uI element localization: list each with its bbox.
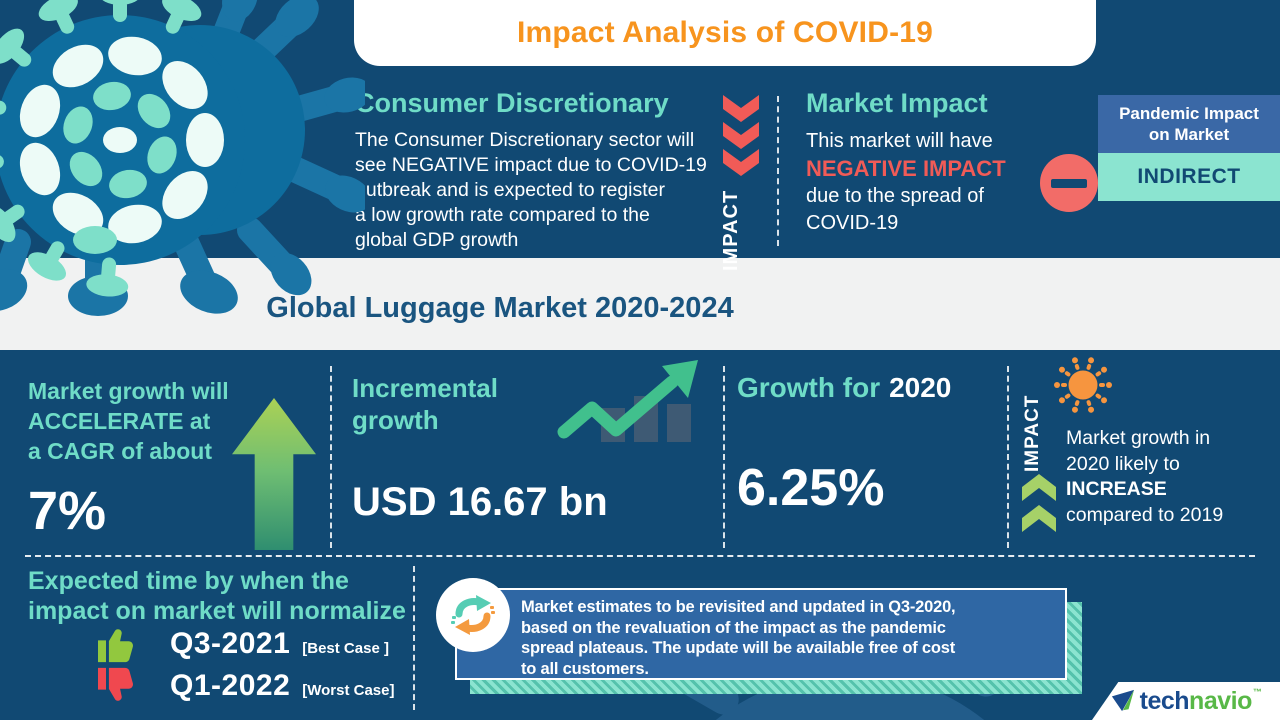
normalize-heading-line: Expected time by when the	[28, 567, 349, 595]
consumer-discretionary-section: Consumer Discretionary The Consumer Disc…	[355, 88, 725, 253]
divider-dashed	[777, 96, 779, 246]
note-line: Market estimates to be revisited and upd…	[521, 598, 956, 616]
virus-orange-icon	[1054, 357, 1112, 413]
negative-impact-text: NEGATIVE IMPACT	[806, 156, 1006, 181]
page-title: Global Luggage Market 2020-2024	[266, 292, 734, 324]
consumer-body-line: a low growth rate compared to the	[355, 204, 650, 226]
divider-dashed	[413, 566, 415, 710]
consumer-body-line: outbreak and is expected to register	[355, 179, 666, 201]
worst-case-value: Q1-2022	[170, 669, 291, 702]
consumer-body-line: see NEGATIVE impact due to COVID-19	[355, 154, 707, 176]
cagr-line: a CAGR of about	[28, 438, 212, 464]
market-impact-line: COVID-19	[806, 212, 899, 234]
technavio-wordmark: technavio™	[1139, 686, 1262, 715]
cagr-line: ACCELERATE at	[28, 408, 211, 434]
update-note-box: Market estimates to be revisited and upd…	[455, 588, 1067, 680]
impact-2020-line: Market growth in	[1066, 427, 1211, 449]
pandemic-header-line: Pandemic Impact	[1119, 104, 1259, 123]
consumer-body-line: The Consumer Discretionary sector will	[355, 129, 695, 151]
trend-chart-icon	[557, 360, 698, 442]
growth-2020-heading-teal: Growth for	[737, 372, 881, 403]
divider-dashed	[1007, 366, 1009, 548]
refresh-icon	[436, 578, 510, 652]
market-impact-line: This market will have	[806, 130, 993, 152]
best-case-row: Q3-2021 [Best Case ]	[96, 622, 389, 666]
pandemic-impact-box: Pandemic Impact on Market INDIRECT	[1098, 95, 1280, 201]
note-line: to all customers.	[521, 659, 649, 678]
impact-2020-text: Market growth in 2020 likely to INCREASE…	[1066, 426, 1223, 528]
best-case-value: Q3-2021	[170, 627, 291, 660]
technavio-arrow-icon	[1111, 689, 1134, 712]
header-banner: Impact Analysis of COVID-19	[354, 0, 1096, 66]
coronavirus-illustration-icon	[0, 0, 365, 316]
incremental-heading-line: growth	[352, 405, 439, 435]
banner-title: Impact Analysis of COVID-19	[516, 16, 934, 49]
impact-indicator-column: IMPACT	[720, 94, 762, 271]
thumbs-up-icon	[96, 624, 140, 664]
market-impact-line: due to the spread of	[806, 185, 984, 207]
no-entry-icon	[1040, 154, 1098, 212]
growth-2020-value: 6.25%	[737, 459, 885, 517]
note-line: based on the revaluation of the impact a…	[521, 618, 946, 637]
chevrons-down-icon	[723, 95, 759, 176]
increase-text: INCREASE	[1066, 478, 1167, 500]
pandemic-header-line: on Market	[1148, 125, 1230, 144]
divider-dashed	[330, 366, 332, 548]
incremental-growth-section: Incremental growth	[352, 372, 498, 436]
consumer-body-line: global GDP growth	[355, 229, 519, 251]
pandemic-impact-value: INDIRECT	[1098, 153, 1280, 201]
impact-vertical-label: IMPACT	[720, 189, 742, 271]
note-line: spread plateaus. The update will be avai…	[521, 639, 956, 657]
cagr-line: Market growth will	[28, 378, 229, 404]
growth-2020-heading: Growth for 2020	[737, 372, 951, 404]
worst-case-label: [Worst Case]	[302, 681, 395, 699]
consumer-heading: Consumer Discretionary	[355, 88, 669, 118]
normalize-heading-line: impact on market will normalize	[28, 597, 406, 625]
growth-2020-heading-year: 2020	[889, 372, 952, 403]
no-entry-bar	[1051, 178, 1087, 188]
thumbs-down-icon	[96, 666, 140, 706]
cagr-value: 7%	[28, 481, 107, 541]
impact-2020-line: 2020 likely to	[1066, 452, 1180, 475]
divider-dashed	[723, 366, 725, 548]
pandemic-impact-header: Pandemic Impact on Market	[1098, 95, 1280, 153]
growth-up-arrow-icon	[232, 398, 316, 550]
market-impact-section: Market Impact This market will have NEGA…	[806, 88, 1086, 237]
incremental-value: USD 16.67 bn	[352, 480, 608, 524]
technavio-logo: technavio™	[1092, 682, 1280, 720]
incremental-heading-line: Incremental	[352, 373, 498, 403]
best-case-label: [Best Case ]	[302, 639, 389, 657]
impact-vertical-label: IMPACT	[1022, 394, 1043, 472]
impact-2020-vertical: IMPACT	[1022, 388, 1044, 472]
worst-case-row: Q1-2022 [Worst Case]	[96, 664, 395, 708]
normalize-heading: Expected time by when the impact on mark…	[28, 566, 406, 626]
market-impact-heading: Market Impact	[806, 88, 988, 118]
horizontal-dashed-divider	[25, 555, 1255, 557]
cagr-section: Market growth will ACCELERATE at a CAGR …	[28, 376, 229, 542]
chevrons-up-icon	[1022, 474, 1056, 532]
impact-2020-line: compared to 2019	[1066, 503, 1224, 526]
